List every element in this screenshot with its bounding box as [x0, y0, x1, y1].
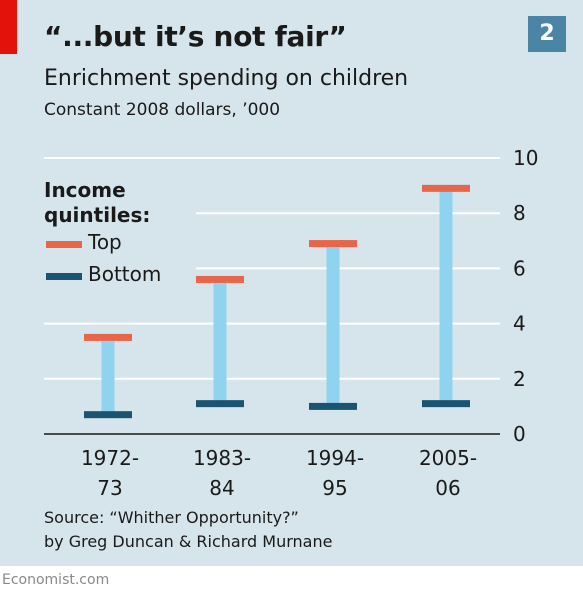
y-tick-label: 6 [513, 256, 526, 280]
y-tick-label: 2 [513, 367, 526, 391]
y-tick-label: 0 [513, 422, 526, 446]
legend-title-line2: quintiles: [44, 203, 151, 227]
x-tick-label: 1972- [81, 446, 139, 470]
legend-item-bottom: Bottom [44, 262, 184, 294]
chart-subtitle: Enrichment spending on children [44, 66, 409, 91]
bottom-quintile-marker [309, 402, 357, 410]
bottom-quintile-marker [84, 411, 132, 419]
source-line1: Source: “Whither Opportunity?” [44, 508, 299, 527]
y-tick-label: 8 [513, 201, 526, 225]
x-tick-label: 06 [435, 476, 460, 500]
plot-area: 0 2 4 6 8 10 1972- 73 1983- 84 1994- 95 2005- 06 [44, 146, 538, 500]
range-bar [439, 188, 453, 404]
chart-title: “...but it’s not fair” [44, 20, 347, 53]
x-tick-label: 1994- [306, 446, 364, 470]
x-tick-label: 84 [209, 476, 234, 500]
source-note: Source: “Whither Opportunity?” by Greg D… [44, 506, 332, 554]
top-quintile-marker [196, 275, 244, 283]
legend-title-line1: Income [44, 178, 126, 202]
top-quintile-marker [309, 240, 357, 248]
range-bar [101, 337, 115, 415]
y-tick-label: 10 [513, 146, 538, 170]
top-quintile-marker [84, 333, 132, 341]
y-tick-label: 4 [513, 312, 526, 336]
top-quintile-marker [422, 184, 470, 192]
bottom-quintile-marker [196, 400, 244, 408]
source-line2: by Greg Duncan & Richard Murnane [44, 532, 333, 551]
red-accent-tab [0, 0, 17, 54]
legend-swatch-bottom [46, 273, 82, 280]
brand-label: Economist.com [2, 572, 110, 588]
legend-swatch-top [46, 241, 82, 248]
x-tick-label: 1983- [193, 446, 251, 470]
chart-units: Constant 2008 dollars, ’000 [44, 100, 281, 120]
x-tick-label: 95 [322, 476, 347, 500]
range-bar [213, 279, 227, 404]
legend-label-top: Top [88, 230, 122, 254]
legend-label-bottom: Bottom [88, 262, 162, 286]
chart-panel [0, 0, 583, 566]
legend-item-top: Top [44, 230, 184, 262]
x-tick-label: 2005- [419, 446, 477, 470]
chart-number-badge: 2 [528, 16, 566, 52]
x-tick-label: 73 [97, 476, 122, 500]
bottom-quintile-marker [422, 400, 470, 408]
range-bar [326, 243, 340, 407]
legend: Income quintiles: Top Bottom [44, 178, 184, 294]
legend-title: Income quintiles: [44, 178, 184, 228]
